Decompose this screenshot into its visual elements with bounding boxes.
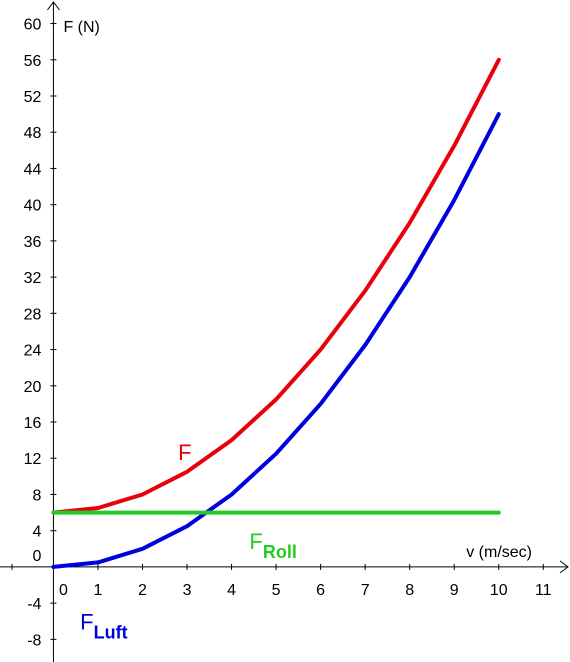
x-tick-label: 10 (490, 582, 508, 599)
x-tick-label: 4 (227, 582, 236, 599)
y-axis-arrow (47, 1, 60, 11)
x-tick-label: 7 (361, 582, 370, 599)
y-axis-title: F (N) (63, 19, 99, 36)
x-tick-label: 1 (94, 582, 103, 599)
series-line-f-total (51, 57, 501, 515)
x-tick-label: 5 (272, 582, 281, 599)
y-tick-label: 52 (24, 89, 42, 106)
y-tick-label: -8 (27, 632, 41, 649)
y-tick-label: 16 (24, 415, 42, 432)
ticks: 0 1 2 3 4 5 6 7 8 9 10 11-8-40481216202428323640444… (11, 17, 552, 649)
x-tick-label: 3 (183, 582, 192, 599)
y-tick-label: 56 (24, 53, 42, 70)
x-tick-label: 8 (405, 582, 414, 599)
series-label-f-luft: FLuft (80, 609, 127, 642)
x-axis-title: v (m/sec) (466, 544, 532, 561)
y-tick-label: 32 (24, 270, 42, 287)
series-label-f-roll: FRoll (249, 529, 296, 562)
y-tick-label: 4 (33, 524, 42, 541)
y-tick-label: 60 (24, 17, 42, 34)
y-tick-label: 28 (24, 306, 42, 323)
series-label-subscript: Luft (94, 622, 128, 642)
series-label-subscript: Roll (263, 542, 297, 562)
x-tick-label: 6 (316, 582, 325, 599)
x-axis-arrow (559, 560, 569, 574)
y-tick-label: 12 (24, 451, 42, 468)
y-tick-label: 20 (24, 379, 42, 396)
y-tick-label: 40 (24, 198, 42, 215)
x-tick-label: 0 (59, 582, 68, 599)
x-tick-label: 9 (450, 582, 459, 599)
y-tick-label: 48 (24, 125, 42, 142)
y-tick-label: 8 (33, 487, 42, 504)
x-tick-label: 2 (138, 582, 147, 599)
y-tick-label: 36 (24, 234, 42, 251)
x-tick-label: 11 (535, 582, 552, 599)
y-tick-label: 44 (24, 161, 42, 178)
y-tick-label: 24 (24, 343, 42, 360)
y-tick-label: -4 (27, 596, 41, 613)
series-lines (51, 57, 501, 569)
y-tick-label: 0 (33, 548, 42, 565)
series-label-f-total: F (178, 440, 191, 465)
